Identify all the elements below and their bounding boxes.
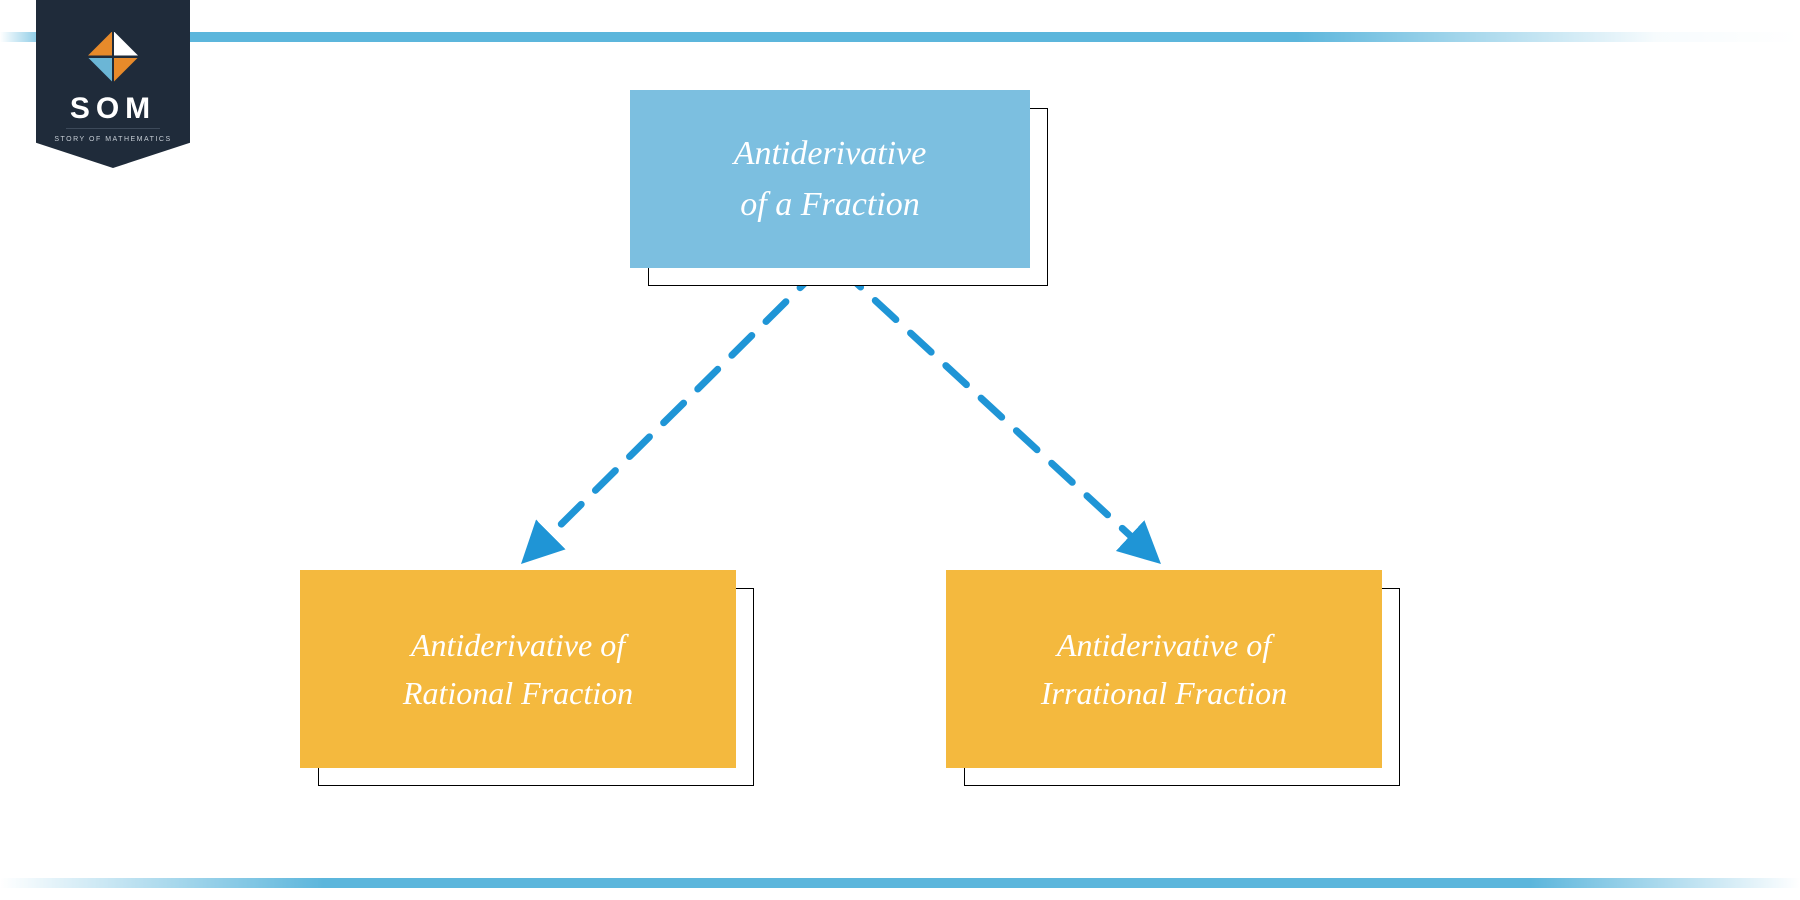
logo-subtitle: STORY OF MATHEMATICS [54,136,171,143]
node-right-line1: Antiderivative of [1057,621,1271,669]
node-left-line1: Antiderivative of [411,621,625,669]
diagram-canvas: SOM STORY OF MATHEMATICS Antiderivative … [0,0,1800,900]
logo-divider [66,128,160,129]
node-root-line1: Antiderivative [734,128,927,179]
node-right-box: Antiderivative of Irrational Fraction [946,570,1382,768]
logo-mark-icon [88,32,138,82]
node-root-line2: of a Fraction [740,179,919,230]
logo-title: SOM [70,94,156,124]
node-root: Antiderivative of a Fraction [630,90,1048,286]
node-left-line2: Rational Fraction [403,669,633,717]
node-right-line2: Irrational Fraction [1041,669,1287,717]
node-root-box: Antiderivative of a Fraction [630,90,1030,268]
top-accent-bar [0,32,1800,42]
logo-badge: SOM STORY OF MATHEMATICS [36,0,190,168]
node-left-box: Antiderivative of Rational Fraction [300,570,736,768]
node-right: Antiderivative of Irrational Fraction [946,570,1400,786]
bottom-accent-bar [0,878,1800,888]
node-left: Antiderivative of Rational Fraction [300,570,754,786]
